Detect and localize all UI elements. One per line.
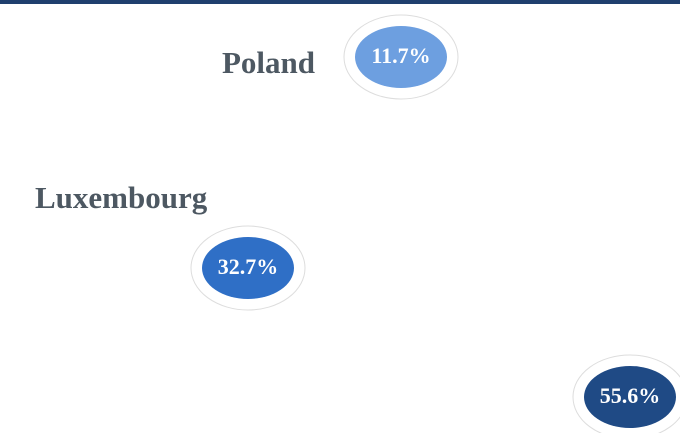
value-label: 11.7% — [371, 43, 430, 68]
top-border — [0, 0, 680, 4]
category-label: Luxembourg — [35, 180, 208, 215]
slice-bubble — [584, 366, 676, 428]
value-label: 55.6% — [600, 383, 661, 408]
value-label: 32.7% — [218, 254, 279, 279]
category-label: Poland — [222, 45, 315, 80]
slice-bubble — [355, 26, 447, 88]
slice-bubble — [202, 237, 294, 299]
